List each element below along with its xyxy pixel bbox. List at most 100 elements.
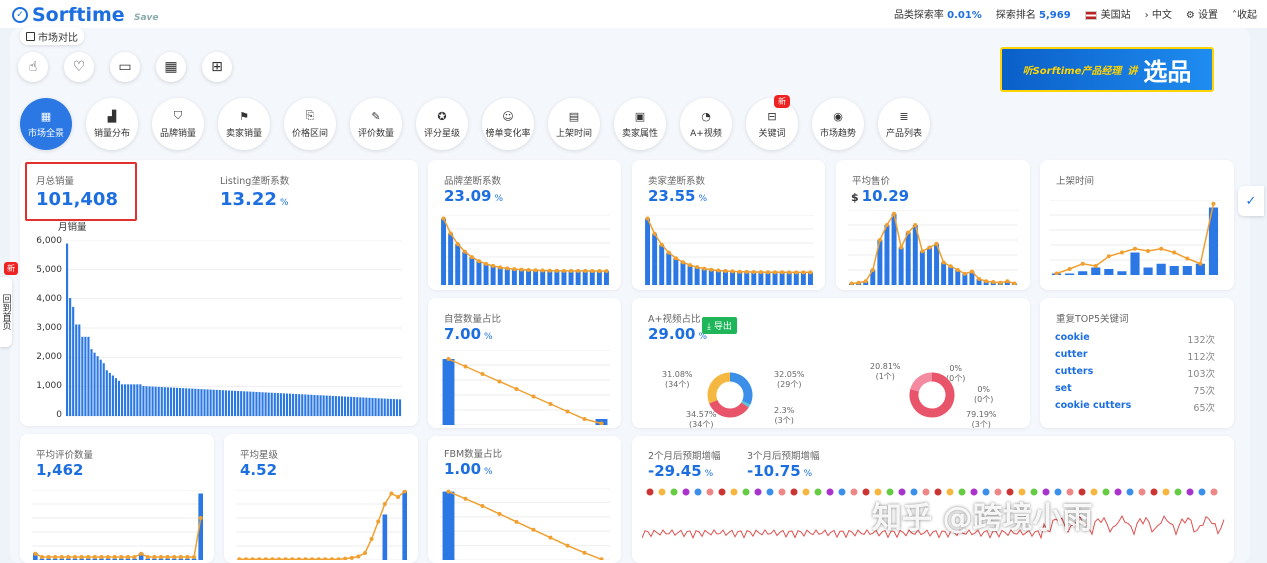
trend-point xyxy=(1211,201,1216,206)
bar xyxy=(377,398,380,416)
bar xyxy=(518,269,524,285)
nav-item-12[interactable]: ◉ 市场趋势 xyxy=(812,98,864,150)
trend-point xyxy=(363,551,367,555)
marker-dot xyxy=(730,488,738,496)
nav-item-5[interactable]: ✎ 评价数量 xyxy=(350,98,402,150)
side-check-button[interactable]: ✓ xyxy=(1238,186,1264,216)
nav-item-10[interactable]: ◔ A+视频 xyxy=(680,98,732,150)
keyword-item[interactable]: set 75次 xyxy=(1055,383,1215,397)
nav-item-2[interactable]: ⛉ 品牌销量 xyxy=(152,98,204,150)
highlight-box xyxy=(25,162,137,221)
trend-point xyxy=(349,555,354,560)
promo-banner[interactable]: 听Sorftime产品经理讲选品 xyxy=(1000,47,1214,92)
bar xyxy=(319,395,322,416)
trend-point xyxy=(801,270,806,275)
header-stats: 品类探索率 0.01% 探索排名 5,969 美国站 › 中文 ⚙ 设置 ˄收起 xyxy=(894,6,1257,21)
trend-line xyxy=(851,211,1015,285)
trend-point xyxy=(296,557,301,560)
trend-point xyxy=(159,555,163,560)
bar xyxy=(402,491,408,560)
trend-point xyxy=(476,259,481,264)
trend-point xyxy=(1012,281,1017,285)
tool-favorite[interactable]: ♡ xyxy=(64,52,94,82)
grid-icon: ▦ xyxy=(164,59,178,75)
nav-item-6[interactable]: ✪ 评分星级 xyxy=(416,98,468,150)
bar xyxy=(99,558,104,560)
donut1-tl: 31.08% (34个) xyxy=(662,370,693,389)
logo[interactable]: ✓ Sorftime xyxy=(12,4,125,26)
nav-item-7[interactable]: ☺ 榜单变化率 xyxy=(482,98,534,150)
nav-item-11[interactable]: ⊟ 关键词 新 xyxy=(746,95,798,150)
bar xyxy=(114,378,118,416)
tool-folder[interactable]: ▭ xyxy=(110,52,140,82)
bar xyxy=(160,387,163,416)
monthly-label: 月总销量 xyxy=(36,176,75,187)
donut-segment xyxy=(707,372,731,404)
nav-item-8[interactable]: ▤ 上架时间 xyxy=(548,98,600,150)
collapse-button[interactable]: ˄收起 xyxy=(1232,10,1257,21)
keyword-item[interactable]: cookie 132次 xyxy=(1055,332,1215,346)
bar xyxy=(69,298,72,416)
save-label[interactable]: Save xyxy=(134,13,159,23)
trend-point xyxy=(780,270,785,275)
nav-item-3[interactable]: ⚑ 卖家销量 xyxy=(218,98,270,150)
bar xyxy=(800,272,806,285)
trend-point xyxy=(441,216,446,221)
trend-point xyxy=(462,249,467,254)
trend-point xyxy=(46,555,51,560)
monthly-y-title: 月销量 xyxy=(58,222,87,233)
trend-point xyxy=(547,268,552,273)
nav-item-0[interactable]: ▦ 市场全景 xyxy=(20,98,72,150)
keyword-item[interactable]: cutter 112次 xyxy=(1055,349,1215,363)
bar xyxy=(81,336,84,416)
trend-point xyxy=(514,387,519,391)
trend-point xyxy=(172,555,177,560)
trend-point xyxy=(906,230,911,235)
bar xyxy=(200,389,203,416)
marker-dot xyxy=(694,488,702,496)
trend-point xyxy=(730,269,735,274)
settings-button[interactable]: ⚙ 设置 xyxy=(1185,10,1218,21)
bar xyxy=(347,396,350,416)
self-op-chart xyxy=(440,350,610,425)
nav-item-4[interactable]: ⎘ 价格区间 xyxy=(284,98,336,150)
export-button[interactable]: ⤓ 导出 xyxy=(702,317,737,334)
nav-item-13[interactable]: ≣ 产品列表 xyxy=(878,98,930,150)
nav-item-9[interactable]: ▣ 卖家属性 xyxy=(614,98,666,150)
site-selector[interactable]: 美国站 xyxy=(1084,6,1131,21)
nav-icon: ☺ xyxy=(502,109,514,123)
nav-item-1[interactable]: ▟ 销量分布 xyxy=(86,98,138,150)
launch-chart xyxy=(1050,200,1220,275)
trend-point xyxy=(112,555,117,560)
tool-gesture[interactable]: ☝ xyxy=(18,52,48,82)
keyword-item[interactable]: cutters 103次 xyxy=(1055,366,1215,380)
marker-dot xyxy=(862,488,870,496)
bar xyxy=(240,391,243,416)
bar xyxy=(652,233,658,285)
back-home-tab[interactable]: 回到首页 xyxy=(0,277,12,347)
bar xyxy=(72,306,75,416)
analysis-nav: ▦ 市场全景 ▟ 销量分布 ⛉ 品牌销量 ⚑ 卖家销量 ⎘ 价格区间 ✎ 评价数量 ✪ 评分星级 ☺ 榜单变化… xyxy=(20,95,930,150)
bar xyxy=(1065,273,1075,275)
bar xyxy=(85,558,91,560)
tool-grid[interactable]: ▦ xyxy=(156,52,186,82)
tool-gift[interactable]: ⊞ xyxy=(202,52,232,82)
marker-dot xyxy=(910,488,918,496)
bar xyxy=(526,270,532,285)
bar xyxy=(359,397,362,416)
bar xyxy=(221,390,224,416)
check-icon: ✓ xyxy=(1245,193,1257,209)
bar xyxy=(368,397,371,416)
bar xyxy=(442,359,455,425)
bar xyxy=(288,393,292,416)
trend-point xyxy=(590,268,595,273)
keyword-item[interactable]: cookie cutters 65次 xyxy=(1055,400,1215,414)
market-compare-button[interactable]: 市场对比 xyxy=(20,27,84,45)
language-selector[interactable]: › 中文 xyxy=(1144,10,1172,21)
card-forecast xyxy=(632,436,1234,563)
trend-point xyxy=(198,516,203,520)
bar xyxy=(722,271,728,285)
bar xyxy=(138,553,144,560)
bar xyxy=(273,392,276,416)
trend-point xyxy=(497,511,502,516)
